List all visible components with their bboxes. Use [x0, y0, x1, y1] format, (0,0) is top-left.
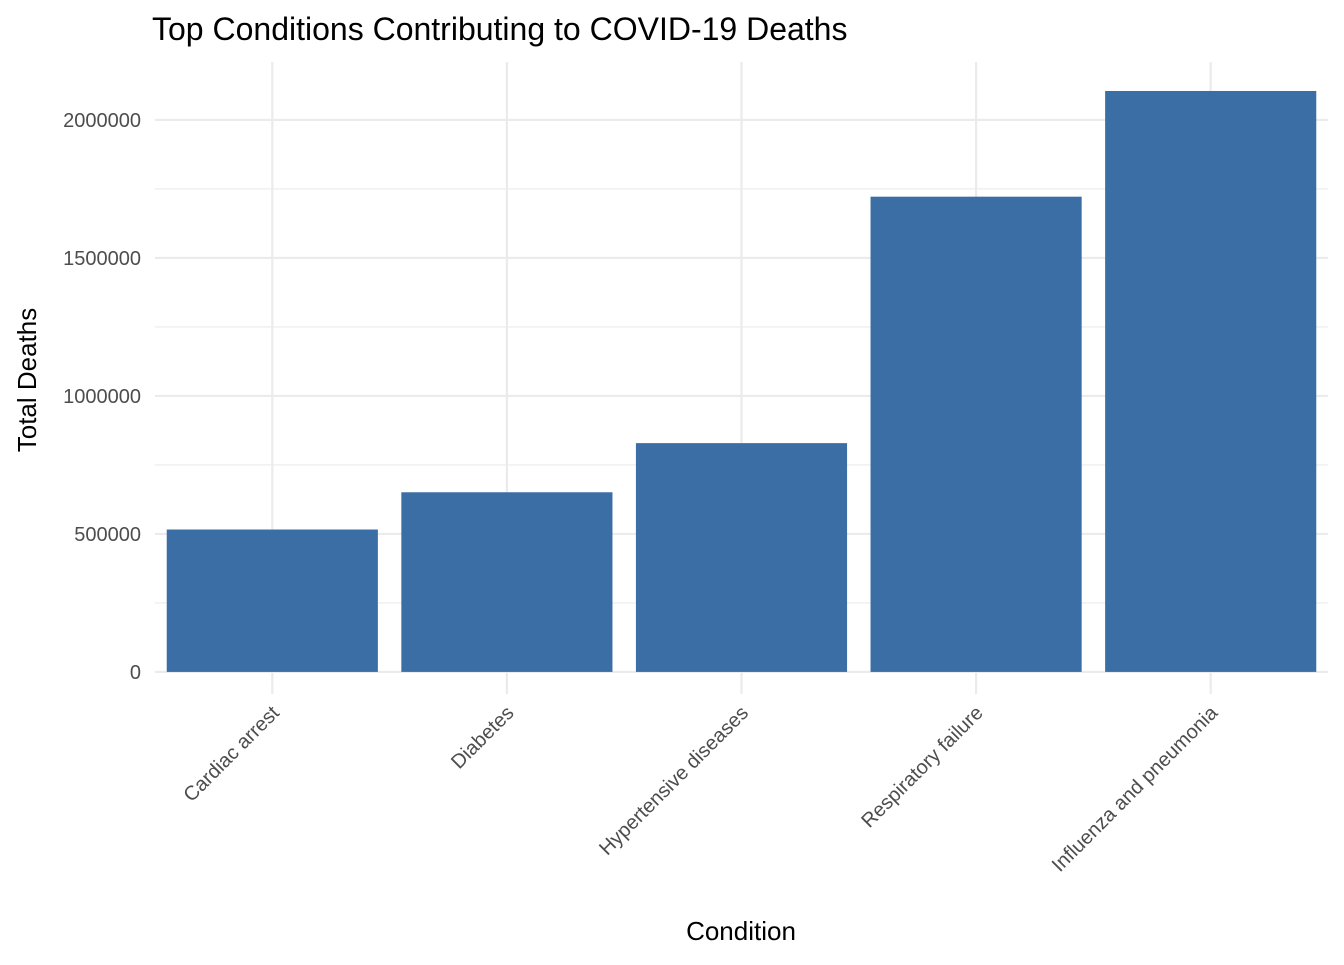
- x-tick-label: Diabetes: [447, 702, 518, 773]
- chart-title: Top Conditions Contributing to COVID-19 …: [152, 11, 847, 47]
- y-axis-title: Total Deaths: [12, 308, 42, 453]
- x-tick-labels: Cardiac arrest Diabetes Hypertensive disea…: [179, 701, 1222, 876]
- y-tick-label: 500000: [74, 524, 141, 546]
- x-tick-label: Respiratory failure: [857, 702, 987, 832]
- y-tick-label: 1000000: [63, 386, 141, 408]
- y-tick-label: 0: [130, 662, 141, 684]
- bar: [635, 443, 848, 672]
- y-tick-label: 1500000: [63, 248, 141, 270]
- bar-layer: [166, 90, 1317, 672]
- x-axis-title: Condition: [686, 916, 796, 946]
- bar: [401, 492, 613, 672]
- bar: [166, 529, 378, 672]
- y-tick-label: 2000000: [63, 110, 141, 132]
- x-tick-label: Hypertensive diseases: [595, 702, 753, 860]
- y-tick-labels: 0 500000 1000000 1500000 2000000: [63, 110, 141, 684]
- bar: [1105, 90, 1317, 672]
- x-tick-label: Cardiac arrest: [179, 702, 284, 807]
- x-tick-label: Influenza and pneumonia: [1048, 701, 1223, 876]
- bar: [870, 196, 1082, 672]
